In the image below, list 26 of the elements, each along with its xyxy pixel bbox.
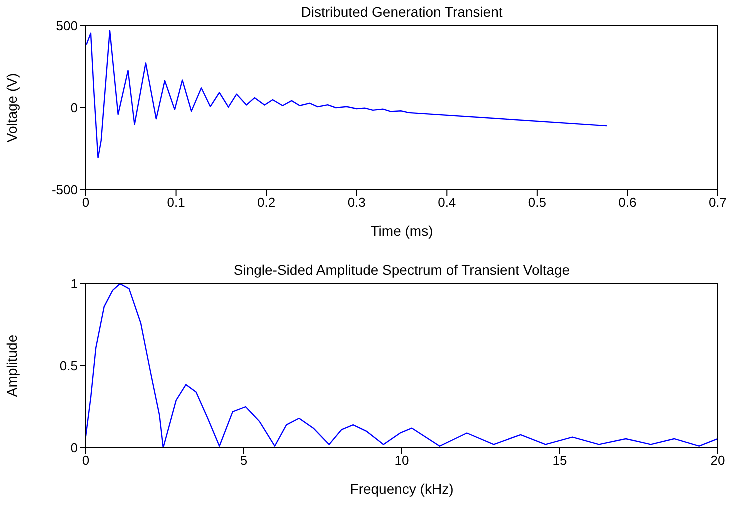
x-tick-label: 20 bbox=[710, 453, 726, 468]
x-tick-label: 5 bbox=[240, 453, 248, 468]
y-axis-title: Voltage (V) bbox=[4, 73, 20, 143]
x-tick-label: 0.5 bbox=[528, 195, 546, 210]
x-tick-label: 15 bbox=[552, 453, 568, 468]
y-tick-label: 0.5 bbox=[60, 358, 78, 374]
x-tick-label: 0.6 bbox=[618, 195, 637, 210]
x-tick-label: 0 bbox=[82, 195, 90, 210]
y-tick-label: 500 bbox=[56, 18, 78, 34]
x-tick-label: 0.1 bbox=[167, 195, 186, 210]
x-tick-label: 0.3 bbox=[348, 195, 366, 210]
x-tick-label: 0.4 bbox=[438, 195, 456, 210]
x-tick-label: 0.7 bbox=[708, 195, 728, 210]
y-tick-label: -500 bbox=[52, 182, 78, 198]
y-tick-label: 0 bbox=[70, 440, 78, 456]
x-axis-title: Frequency (kHz) bbox=[350, 481, 454, 497]
y-axis-title: Amplitude bbox=[4, 334, 20, 398]
y-tick-label: 1 bbox=[70, 276, 78, 292]
x-axis-title: Time (ms) bbox=[370, 223, 434, 239]
y-tick-label: 0 bbox=[70, 100, 78, 116]
line-series bbox=[86, 30, 608, 159]
chart-title: Distributed Generation Transient bbox=[300, 4, 504, 20]
chart-title: Single-Sided Amplitude Spectrum of Transient Voltage bbox=[232, 262, 572, 278]
x-tick-label: 0.2 bbox=[258, 195, 276, 210]
x-tick-label: 0 bbox=[82, 453, 90, 468]
x-tick-label: 10 bbox=[394, 453, 410, 468]
